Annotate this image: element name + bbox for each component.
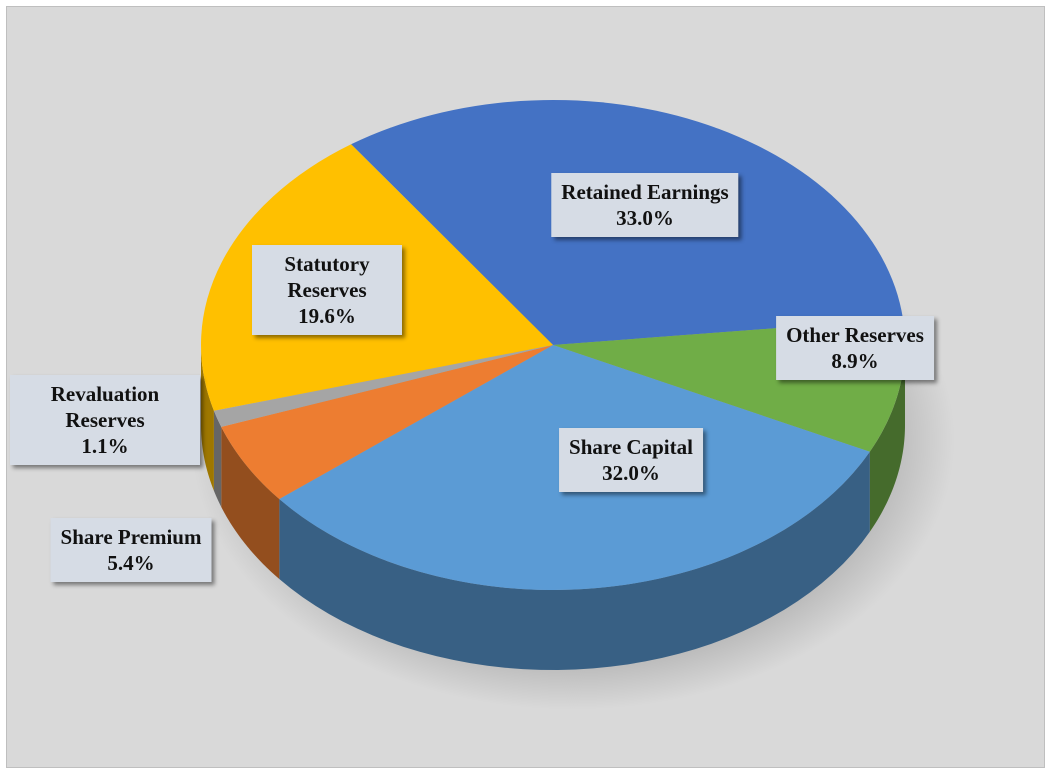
data-label: Revaluation Reserves 1.1%: [10, 375, 200, 465]
data-label-value: 5.4%: [107, 551, 155, 575]
slice-side: [221, 426, 280, 580]
slice-side: [201, 345, 214, 491]
data-label-name: Revaluation Reserves: [50, 382, 160, 432]
data-label: Other Reserves 8.9%: [776, 316, 934, 380]
data-label-value: 8.9%: [831, 349, 879, 373]
slice: [213, 345, 554, 427]
data-label-name: Share Capital: [569, 435, 693, 459]
data-label-name: Retained Earnings: [561, 180, 729, 204]
data-label: Retained Earnings 33.0%: [551, 173, 739, 237]
slice-side: [279, 451, 870, 670]
data-label-value: 32.0%: [602, 461, 660, 485]
data-label-name: Other Reserves: [786, 323, 924, 347]
data-label-name: Share Premium: [60, 525, 202, 549]
slice: [221, 345, 553, 500]
data-label-value: 1.1%: [81, 434, 129, 458]
data-label-value: 19.6%: [298, 304, 356, 328]
slice-side: [213, 410, 222, 507]
data-label-name: Statutory Reserves: [284, 252, 370, 302]
data-label-value: 33.0%: [616, 206, 674, 230]
data-label: Share Premium 5.4%: [50, 518, 212, 582]
data-label: Statutory Reserves 19.6%: [252, 245, 402, 335]
slice-side: [869, 345, 905, 532]
data-label: Share Capital 32.0%: [559, 428, 703, 492]
